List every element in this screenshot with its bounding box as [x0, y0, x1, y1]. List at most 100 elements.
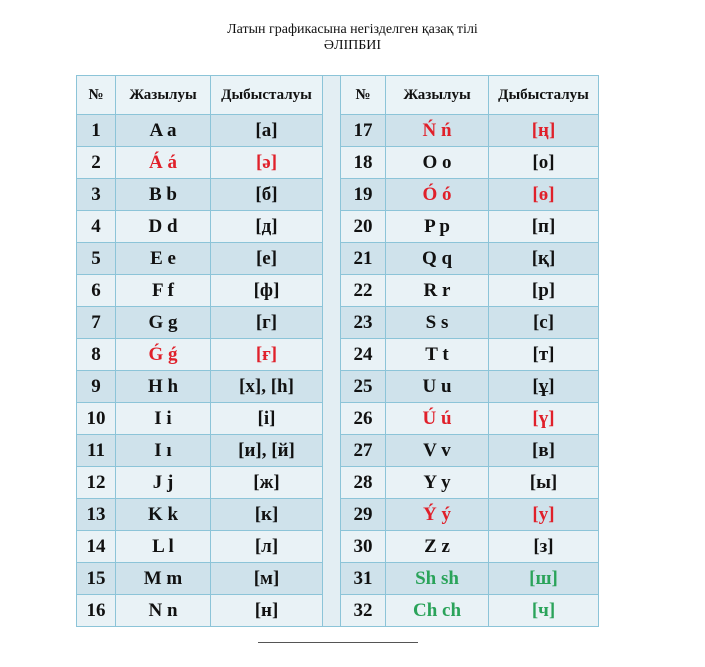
letter-number: 6 [76, 274, 116, 307]
letter-number: 23 [340, 306, 386, 339]
header-written: Жазылуы [115, 75, 211, 115]
header-sound: Дыбысталуы [488, 75, 599, 115]
footer-divider [258, 642, 418, 643]
letter-number: 14 [76, 530, 116, 563]
letter-number: 20 [340, 210, 386, 243]
letter-written: I ı [115, 434, 211, 467]
table-row: 23 S s [с] [340, 306, 599, 339]
letter-sound: [ш] [488, 562, 599, 595]
letter-sound: [с] [488, 306, 599, 339]
letter-written: Á á [115, 146, 211, 179]
letter-number: 4 [76, 210, 116, 243]
letter-written: Ń ń [385, 114, 489, 147]
letter-number: 2 [76, 146, 116, 179]
letter-written: T t [385, 338, 489, 371]
letter-sound: [қ] [488, 242, 599, 275]
title-line-1: Латын графикасына негізделген қазақ тілі [227, 22, 478, 37]
letter-sound: [к] [210, 498, 323, 531]
letter-written: V v [385, 434, 489, 467]
table-row: 32 Ch ch [ч] [340, 594, 599, 627]
header-sound: Дыбысталуы [210, 75, 323, 115]
header-number: № [76, 75, 116, 115]
letter-number: 11 [76, 434, 116, 467]
table-row: 15 M m [м] [76, 562, 323, 595]
table-row: 25 U u [ұ] [340, 370, 599, 403]
letter-sound: [н] [210, 594, 323, 627]
letter-written: Sh sh [385, 562, 489, 595]
letter-written: Q q [385, 242, 489, 275]
letter-sound: [п] [488, 210, 599, 243]
letter-written: I i [115, 402, 211, 435]
letter-sound: [ф] [210, 274, 323, 307]
letter-written: S s [385, 306, 489, 339]
table-row: 24 T t [т] [340, 338, 599, 371]
letter-number: 5 [76, 242, 116, 275]
letter-written: R r [385, 274, 489, 307]
title-line-2: ӘЛІПБИІ [323, 38, 382, 53]
letter-sound: [и], [й] [210, 434, 323, 467]
letter-sound: [в] [488, 434, 599, 467]
header-written: Жазылуы [385, 75, 489, 115]
letter-sound: [б] [210, 178, 323, 211]
letter-sound: [з] [488, 530, 599, 563]
letter-sound: [і] [210, 402, 323, 435]
letter-number: 27 [340, 434, 386, 467]
letter-written: M m [115, 562, 211, 595]
letter-written: F f [115, 274, 211, 307]
letter-written: O o [385, 146, 489, 179]
document-title: Латын графикасына негізделген қазақ тілі… [0, 22, 705, 54]
letter-sound: [ч] [488, 594, 599, 627]
table-row: 27 V v [в] [340, 434, 599, 467]
letter-sound: [р] [488, 274, 599, 307]
letter-written: A a [115, 114, 211, 147]
header-number: № [340, 75, 386, 115]
letter-sound: [д] [210, 210, 323, 243]
letter-written: N n [115, 594, 211, 627]
table-row: 26 Ú ú [ү] [340, 402, 599, 435]
table-row: 21 Q q [қ] [340, 242, 599, 275]
table-row: 22 R r [р] [340, 274, 599, 307]
letter-number: 30 [340, 530, 386, 563]
letter-number: 16 [76, 594, 116, 627]
letter-number: 25 [340, 370, 386, 403]
letter-sound: [ғ] [210, 338, 323, 371]
letter-written: B b [115, 178, 211, 211]
letter-written: E e [115, 242, 211, 275]
letter-sound: [м] [210, 562, 323, 595]
letter-written: Ch ch [385, 594, 489, 627]
letter-sound: [а] [210, 114, 323, 147]
table-row: 14 L l [л] [76, 530, 323, 563]
letter-written: Z z [385, 530, 489, 563]
letter-number: 22 [340, 274, 386, 307]
table-row: 29 Ý ý [у] [340, 498, 599, 531]
letter-written: P p [385, 210, 489, 243]
table-row: 19 Ó ó [ө] [340, 178, 599, 211]
letter-written: Ú ú [385, 402, 489, 435]
letter-sound: [ж] [210, 466, 323, 499]
table-row: 13 K k [к] [76, 498, 323, 531]
letter-number: 24 [340, 338, 386, 371]
letter-sound: [у] [488, 498, 599, 531]
letter-written: D d [115, 210, 211, 243]
table-row: 28 Y y [ы] [340, 466, 599, 499]
letter-number: 8 [76, 338, 116, 371]
letter-number: 3 [76, 178, 116, 211]
table-row: 16 N n [н] [76, 594, 323, 627]
table-row: 12 J j [ж] [76, 466, 323, 499]
letter-written: K k [115, 498, 211, 531]
letter-number: 32 [340, 594, 386, 627]
letter-written: L l [115, 530, 211, 563]
letter-number: 1 [76, 114, 116, 147]
letter-sound: [ә] [210, 146, 323, 179]
letter-number: 12 [76, 466, 116, 499]
letter-written: H h [115, 370, 211, 403]
letter-number: 9 [76, 370, 116, 403]
letter-written: Y y [385, 466, 489, 499]
letter-sound: [ң] [488, 114, 599, 147]
